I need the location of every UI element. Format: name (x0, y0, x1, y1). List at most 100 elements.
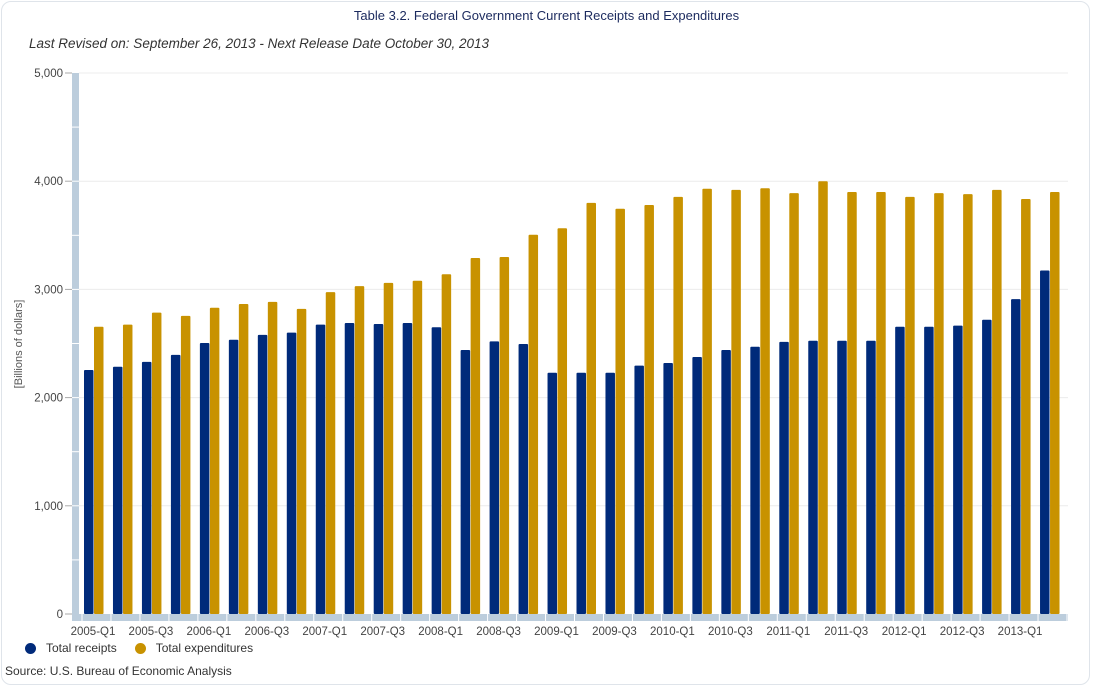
bar-receipts[interactable] (866, 340, 876, 614)
bar-receipts[interactable] (199, 342, 210, 614)
x-tick-label: 2005-Q3 (129, 626, 174, 638)
bar-expenditures[interactable] (267, 301, 278, 614)
bar-receipts[interactable] (373, 324, 384, 614)
chart-subtitle: Last Revised on: September 26, 2013 - Ne… (29, 36, 490, 51)
bar-receipts[interactable] (489, 341, 500, 614)
bar-expenditures[interactable] (470, 258, 481, 614)
bar-receipts[interactable] (170, 354, 181, 614)
bar-expenditures[interactable] (557, 228, 568, 614)
bar-expenditures[interactable] (94, 326, 104, 614)
bar-expenditures[interactable] (151, 312, 162, 614)
bar-receipts[interactable] (402, 322, 413, 614)
bar-receipts[interactable] (518, 344, 529, 614)
bar-expenditures[interactable] (847, 192, 857, 614)
bar-expenditures[interactable] (528, 234, 539, 614)
legend: Total receipts Total expenditures (25, 641, 253, 655)
bar-receipts[interactable] (605, 372, 615, 614)
bar-expenditures[interactable] (934, 193, 944, 615)
bar-receipts[interactable] (84, 370, 94, 614)
bar-expenditures[interactable] (992, 189, 1002, 614)
bar-receipts[interactable] (1040, 270, 1050, 614)
gridlines (79, 72, 1068, 507)
bar-expenditures[interactable] (644, 205, 654, 614)
bar-expenditures[interactable] (789, 193, 799, 615)
bars (84, 181, 1060, 615)
bar-expenditures[interactable] (412, 280, 423, 614)
bar-receipts[interactable] (837, 340, 847, 614)
x-tick-label: 2009-Q1 (534, 626, 579, 638)
bar-expenditures[interactable] (296, 308, 307, 614)
chart-title: Table 3.2. Federal Government Current Re… (353, 8, 740, 23)
bar-expenditures[interactable] (441, 274, 452, 614)
bar-receipts[interactable] (982, 319, 992, 614)
x-tick-label: 2005-Q1 (71, 626, 116, 638)
bar-receipts[interactable] (460, 349, 471, 614)
bar-receipts[interactable] (344, 322, 355, 614)
bar-expenditures[interactable] (905, 196, 915, 614)
x-tick-label: 2007-Q3 (360, 626, 405, 638)
x-tick-label: 2009-Q3 (592, 626, 637, 638)
bar-expenditures[interactable] (586, 202, 597, 614)
x-tick-label: 2012-Q1 (882, 626, 927, 638)
y-axis-title: [Billions of dollars] (13, 300, 25, 389)
bar-receipts[interactable] (228, 339, 239, 614)
bar-expenditures[interactable] (1050, 192, 1060, 614)
bar-expenditures[interactable] (209, 307, 220, 614)
x-tick-label: 2006-Q3 (244, 626, 289, 638)
bar-receipts[interactable] (692, 357, 702, 614)
x-tick-label: 2013-Q1 (998, 626, 1043, 638)
bar-expenditures[interactable] (876, 192, 886, 614)
bar-receipts[interactable] (808, 340, 818, 614)
bar-expenditures[interactable] (1021, 199, 1031, 615)
bar-receipts[interactable] (953, 325, 963, 614)
bar-expenditures[interactable] (499, 256, 510, 614)
x-tick-label: 2006-Q1 (186, 626, 231, 638)
x-axis: 2005-Q1 2005-Q3 2006-Q1 2006-Q3 2007-Q1 2007-… (71, 614, 1068, 638)
bar-expenditures[interactable] (122, 324, 133, 614)
bar-receipts[interactable] (547, 372, 558, 614)
y-tick-label: 0 (57, 609, 63, 621)
bar-receipts[interactable] (721, 349, 731, 614)
bar-receipts[interactable] (112, 366, 123, 614)
bar-receipts[interactable] (257, 334, 268, 614)
bar-receipts[interactable] (286, 332, 297, 614)
bar-expenditures[interactable] (702, 188, 712, 615)
bar-receipts[interactable] (315, 324, 326, 614)
y-tick-label: 1,000 (34, 501, 63, 513)
bar-expenditures[interactable] (354, 286, 365, 614)
x-tick-label: 2011-Q1 (766, 626, 810, 638)
bar-expenditures[interactable] (963, 194, 973, 614)
bar-receipts[interactable] (663, 362, 673, 614)
x-axis-band (72, 614, 1068, 621)
bar-expenditures[interactable] (731, 189, 741, 614)
bar-expenditures[interactable] (383, 282, 394, 614)
bar-receipts[interactable] (634, 365, 644, 614)
bar-expenditures[interactable] (238, 304, 249, 614)
legend-item-receipts[interactable]: Total receipts (25, 641, 117, 655)
x-tick-label: 2008-Q1 (418, 626, 463, 638)
y-tick-label: 2,000 (34, 393, 63, 405)
bar-expenditures[interactable] (673, 196, 683, 614)
bar-receipts[interactable] (141, 361, 152, 614)
legend-dot-receipts-icon (25, 642, 36, 654)
bar-receipts[interactable] (576, 372, 587, 614)
bar-expenditures[interactable] (818, 181, 828, 614)
bar-receipts[interactable] (750, 346, 760, 614)
bar-receipts[interactable] (1011, 299, 1021, 614)
bar-expenditures[interactable] (325, 292, 336, 614)
bar-receipts[interactable] (431, 327, 442, 614)
y-tick-label: 5,000 (34, 68, 63, 80)
legend-dot-expenditures-icon (134, 642, 146, 654)
y-tick-label: 3,000 (34, 284, 63, 296)
legend-item-expenditures[interactable]: Total expenditures (134, 641, 253, 655)
bar-receipts[interactable] (895, 326, 905, 614)
bar-expenditures[interactable] (180, 315, 191, 614)
y-axis: 0 1,000 2,000 3,000 4,000 5,000 (34, 68, 79, 621)
bar-expenditures[interactable] (760, 188, 770, 614)
bar-expenditures[interactable] (615, 208, 625, 614)
x-tick-label: 2010-Q3 (708, 626, 753, 638)
x-tick-label: 2010-Q1 (650, 626, 695, 638)
bar-receipts[interactable] (924, 326, 934, 614)
bar-receipts[interactable] (779, 341, 789, 614)
